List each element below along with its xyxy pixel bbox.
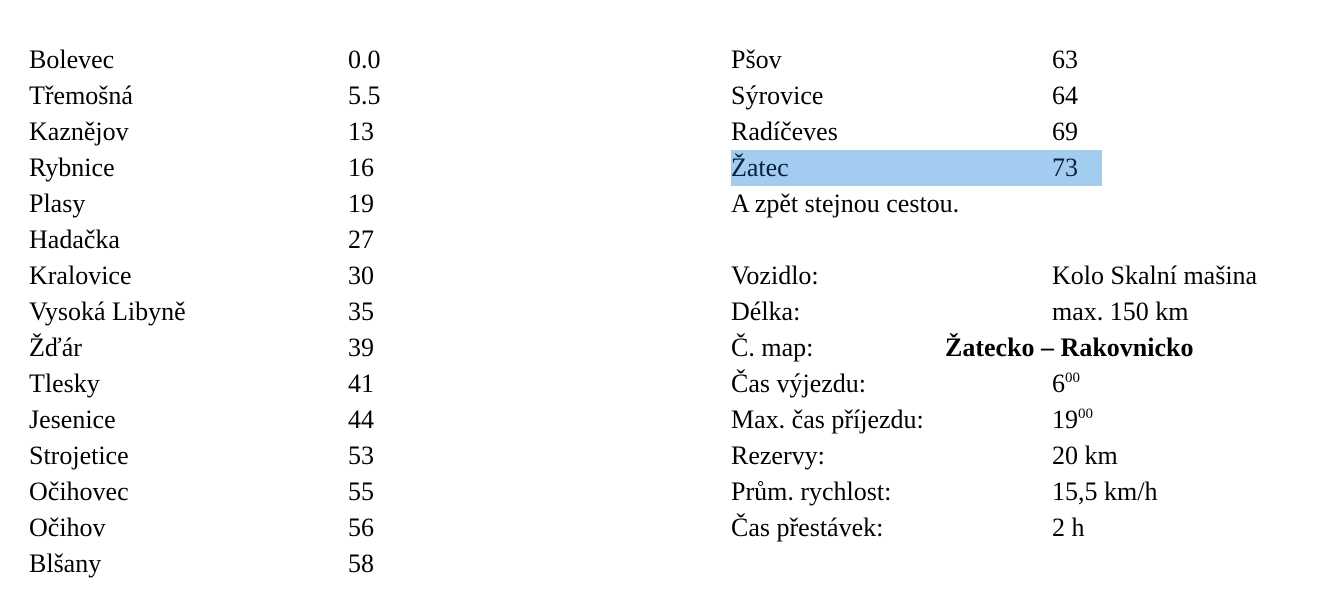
distance-km: 30 (348, 261, 374, 290)
route-row: Žďár 39 (29, 330, 429, 366)
detail-length: Délka: max. 150 km (731, 297, 1189, 326)
distance-km: 56 (348, 513, 374, 542)
route-row: Sýrovice 64 (731, 78, 1321, 114)
detail-arrival: Max. čas příjezdu: 1900 (731, 402, 1321, 438)
route-row: Pšov 63 (731, 42, 1321, 78)
departure-time: 600 (1052, 369, 1080, 398)
route-row: Třemošná 5.5 (29, 78, 429, 114)
place-name: Tlesky (29, 369, 100, 398)
route-row: Bolevec 0.0 (29, 42, 429, 78)
distance-km: 73 (1052, 153, 1078, 182)
detail-breaks: Čas přestávek: 2 h (731, 513, 1085, 542)
detail-reserve: Rezervy: 20 km (731, 441, 1118, 470)
place-name: Rybnice (29, 153, 115, 182)
place-name: Třemošná (29, 81, 133, 110)
distance-km: 39 (348, 333, 374, 362)
distance-km: 41 (348, 369, 374, 398)
detail-vehicle: Vozidlo: Kolo Skalní mašina (731, 261, 1258, 290)
route-row: Plasy 19 (29, 186, 429, 222)
route-row: Strojetice 53 (29, 438, 429, 474)
distance-km: 16 (348, 153, 374, 182)
return-note: A zpět stejnou cestou. (731, 189, 960, 218)
arrival-time: 1900 (1052, 405, 1093, 434)
route-row: Rybnice 16 (29, 150, 429, 186)
distance-km: 64 (1052, 81, 1078, 110)
route-list-right: Pšov 63 Sýrovice 64 Radíčeves 69 Žatec 73 A zpě… (731, 42, 1321, 546)
place-name: Kralovice (29, 261, 132, 290)
route-row: Očihov 56 (29, 510, 429, 546)
place-name: Žatec (731, 153, 789, 182)
distance-km: 58 (348, 549, 374, 578)
route-row: Žatec 73 (731, 150, 1102, 186)
distance-km: 69 (1052, 117, 1078, 146)
route-row: Vysoká Libyně 35 (29, 294, 429, 330)
route-row: Hadačka 27 (29, 222, 429, 258)
route-row: Blšany 58 (29, 546, 429, 582)
route-row: Jesenice 44 (29, 402, 429, 438)
place-name: Vysoká Libyně (29, 297, 186, 326)
distance-km: 63 (1052, 45, 1078, 74)
place-name: Hadačka (29, 225, 120, 254)
distance-km: 0.0 (348, 45, 381, 74)
route-row: Radíčeves 69 (731, 114, 1321, 150)
place-name: Kaznějov (29, 117, 129, 146)
place-name: Sýrovice (731, 81, 824, 110)
place-name: Žďár (29, 333, 82, 362)
place-name: Bolevec (29, 45, 115, 74)
place-name: Pšov (731, 45, 782, 74)
spacer (731, 222, 1321, 258)
distance-km: 13 (348, 117, 374, 146)
route-row: Tlesky 41 (29, 366, 429, 402)
route-row: Kaznějov 13 (29, 114, 429, 150)
distance-km: 27 (348, 225, 374, 254)
place-name: Radíčeves (731, 117, 838, 146)
place-name: Strojetice (29, 441, 129, 470)
route-row: Kralovice 30 (29, 258, 429, 294)
place-name: Očihov (29, 513, 106, 542)
detail-maps: Č. map: Žatecko – Rakovnicko (731, 333, 1194, 362)
route-list-left: Bolevec 0.0 Třemošná 5.5 Kaznějov 13 Rybnice 16… (29, 42, 429, 582)
trip-details: Vozidlo: Kolo Skalní mašina Délka: max. 15… (731, 258, 1321, 546)
place-name: Blšany (29, 549, 102, 578)
distance-km: 53 (348, 441, 374, 470)
detail-departure: Čas výjezdu: 600 (731, 366, 1321, 402)
distance-km: 5.5 (348, 81, 381, 110)
distance-km: 55 (348, 477, 374, 506)
distance-km: 35 (348, 297, 374, 326)
distance-km: 19 (348, 189, 374, 218)
place-name: Plasy (29, 189, 86, 218)
distance-km: 44 (348, 405, 374, 434)
detail-speed: Prům. rychlost: 15,5 km/h (731, 477, 1158, 506)
route-row: Očihovec 55 (29, 474, 429, 510)
place-name: Jesenice (29, 405, 116, 434)
place-name: Očihovec (29, 477, 129, 506)
